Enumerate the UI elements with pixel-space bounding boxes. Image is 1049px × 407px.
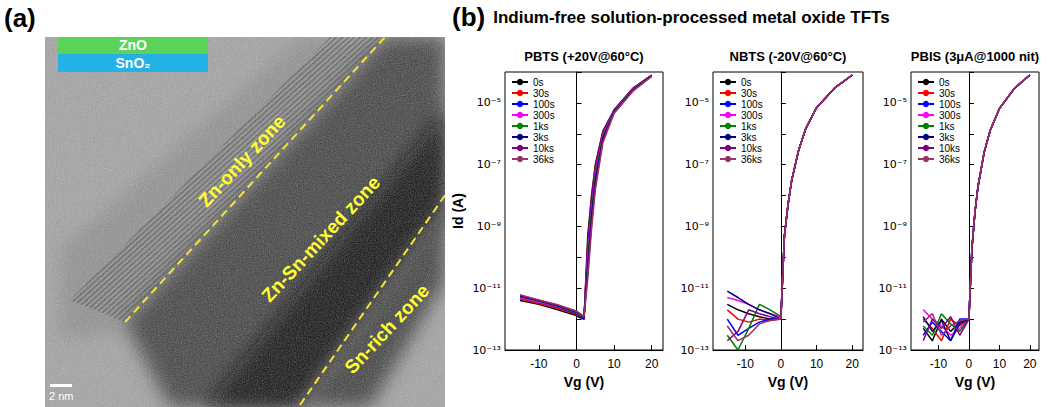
svg-text:30s: 30s xyxy=(939,88,955,99)
svg-text:0: 0 xyxy=(778,357,785,371)
svg-text:100s: 100s xyxy=(939,99,961,110)
svg-text:(a): (a) xyxy=(4,3,36,33)
svg-text:10ks: 10ks xyxy=(939,143,960,154)
svg-text:NBTS (-20V@60°C): NBTS (-20V@60°C) xyxy=(730,49,847,64)
svg-text:Sn-rich zone: Sn-rich zone xyxy=(340,280,433,378)
svg-text:10⁻⁵: 10⁻⁵ xyxy=(477,96,501,109)
svg-text:10⁻⁹: 10⁻⁹ xyxy=(685,220,709,233)
svg-text:36ks: 36ks xyxy=(533,154,554,165)
svg-text:0s: 0s xyxy=(939,77,950,88)
svg-text:SnO₂: SnO₂ xyxy=(116,55,151,71)
svg-text:10⁻⁷: 10⁻⁷ xyxy=(477,158,501,171)
svg-text:10⁻¹¹: 10⁻¹¹ xyxy=(878,282,907,295)
svg-text:0s: 0s xyxy=(741,77,752,88)
svg-text:Zn-Sn-mixed zone: Zn-Sn-mixed zone xyxy=(257,172,384,306)
svg-text:36ks: 36ks xyxy=(741,154,762,165)
svg-text:Zn-only zone: Zn-only zone xyxy=(194,111,289,211)
svg-text:1ks: 1ks xyxy=(939,121,955,132)
svg-text:10⁻¹¹: 10⁻¹¹ xyxy=(472,282,501,295)
svg-text:0: 0 xyxy=(966,357,973,371)
svg-text:10⁻¹¹: 10⁻¹¹ xyxy=(680,282,709,295)
svg-text:Vg (V): Vg (V) xyxy=(955,374,995,390)
svg-text:3ks: 3ks xyxy=(939,132,955,143)
svg-text:20: 20 xyxy=(846,357,860,371)
svg-text:10ks: 10ks xyxy=(741,143,762,154)
svg-text:Id (A): Id (A) xyxy=(450,193,466,229)
svg-text:30s: 30s xyxy=(533,88,549,99)
svg-text:-10: -10 xyxy=(930,357,948,371)
svg-text:10⁻¹³: 10⁻¹³ xyxy=(472,344,501,357)
svg-text:PBIS (3μA@1000 nit): PBIS (3μA@1000 nit) xyxy=(911,49,1039,64)
svg-text:3ks: 3ks xyxy=(741,132,757,143)
svg-text:Vg (V): Vg (V) xyxy=(564,374,604,390)
html-text:(b) Indium-free solution-proce: (b) Indium-free solution-processed metal… xyxy=(452,2,890,32)
svg-text:1ks: 1ks xyxy=(741,121,757,132)
svg-text:0: 0 xyxy=(573,357,580,371)
svg-text:10⁻⁷: 10⁻⁷ xyxy=(685,158,709,171)
svg-text:0s: 0s xyxy=(533,77,544,88)
svg-text:36ks: 36ks xyxy=(939,154,960,165)
svg-text:10⁻¹³: 10⁻¹³ xyxy=(878,344,907,357)
svg-text:10⁻⁹: 10⁻⁹ xyxy=(883,220,907,233)
svg-text:10: 10 xyxy=(993,357,1007,371)
svg-text:-10: -10 xyxy=(736,357,754,371)
svg-text:300s: 300s xyxy=(939,110,961,121)
svg-text:100s: 100s xyxy=(741,99,763,110)
svg-text:20: 20 xyxy=(1023,357,1037,371)
svg-text:PBTS (+20V@60°C): PBTS (+20V@60°C) xyxy=(524,49,643,64)
svg-text:100s: 100s xyxy=(533,99,555,110)
svg-text:ZnO: ZnO xyxy=(119,37,147,53)
svg-text:10ks: 10ks xyxy=(533,143,554,154)
svg-text:Vg (V): Vg (V) xyxy=(768,374,808,390)
svg-text:3ks: 3ks xyxy=(533,132,549,143)
svg-text:10⁻⁵: 10⁻⁵ xyxy=(883,96,907,109)
svg-text:300s: 300s xyxy=(533,110,555,121)
svg-text:10⁻⁹: 10⁻⁹ xyxy=(477,220,501,233)
svg-text:10⁻¹³: 10⁻¹³ xyxy=(680,344,709,357)
svg-text:1ks: 1ks xyxy=(533,121,549,132)
svg-text:300s: 300s xyxy=(741,110,763,121)
svg-text:10: 10 xyxy=(607,357,621,371)
svg-text:10⁻⁷: 10⁻⁷ xyxy=(883,158,907,171)
svg-text:10⁻⁵: 10⁻⁵ xyxy=(685,96,709,109)
svg-text:-10: -10 xyxy=(530,357,548,371)
svg-text:30s: 30s xyxy=(741,88,757,99)
svg-text:20: 20 xyxy=(645,357,659,371)
svg-text:10: 10 xyxy=(810,357,824,371)
svg-text:2 nm: 2 nm xyxy=(49,390,73,402)
